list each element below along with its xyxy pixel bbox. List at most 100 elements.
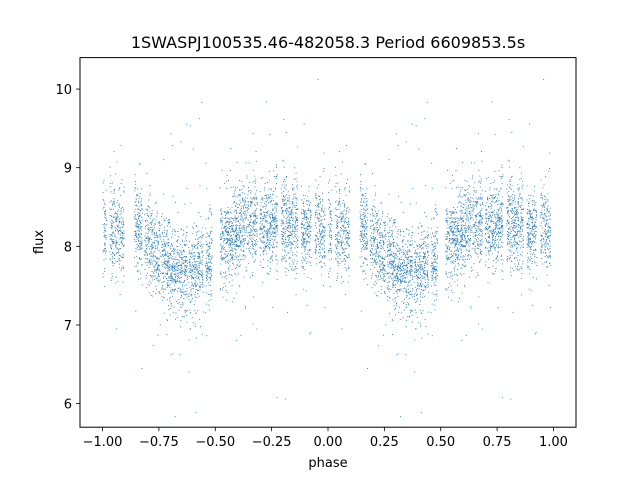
data-point [270,188,272,190]
data-point [549,152,551,154]
data-point [119,294,121,295]
data-point [479,235,481,236]
data-point [260,221,262,222]
data-point [402,241,403,243]
data-point [420,264,421,266]
data-point [211,262,213,264]
data-point [120,208,122,209]
data-point [194,283,196,285]
data-point [450,275,452,277]
data-point [200,270,201,272]
data-point [120,230,122,231]
data-point [344,187,346,189]
data-point [437,255,438,257]
data-point [532,276,534,278]
data-point [118,222,120,224]
data-point [390,275,392,277]
data-point [533,229,534,230]
data-point [465,246,466,247]
data-point [519,230,521,232]
data-point [425,326,427,328]
data-point [206,261,207,263]
data-point [307,229,309,230]
data-point [493,230,495,232]
data-point [241,226,243,228]
data-point [197,277,199,279]
data-point [239,238,241,240]
data-point [464,238,466,240]
data-point [254,235,255,236]
data-point [521,178,522,179]
data-point [380,264,382,266]
data-point [310,234,311,236]
data-point [190,301,192,303]
data-point [377,241,379,243]
data-point [534,226,536,227]
data-point [305,222,307,224]
data-point [134,213,136,215]
data-point [495,193,497,195]
data-point [112,261,114,263]
data-point [348,237,350,239]
data-point [283,191,284,192]
data-point [486,218,488,220]
data-point [514,198,515,200]
data-point [308,241,310,243]
data-point [460,217,461,219]
data-point [147,236,149,237]
data-point [194,245,196,247]
data-point [189,259,190,261]
data-point [162,233,164,234]
data-point [233,201,235,203]
data-point [115,243,117,245]
data-point [123,186,125,188]
data-point [112,202,114,204]
data-point [490,244,492,246]
data-point [491,230,493,232]
data-point [315,214,316,216]
data-point [475,245,476,247]
data-point [185,311,187,312]
data-point [451,278,453,280]
data-point [473,248,475,250]
data-point [478,215,480,217]
data-point [255,231,257,232]
data-point [342,202,343,204]
data-point [434,266,436,268]
data-point [527,209,528,210]
data-point [472,226,474,227]
data-point [481,216,482,218]
data-point [250,190,252,192]
data-point [267,182,269,183]
data-point [112,235,114,237]
data-point [233,218,234,220]
data-point [171,265,173,267]
data-point [397,278,399,280]
data-point [430,312,432,314]
data-point [372,173,373,174]
data-point [535,216,537,218]
data-point [301,243,303,245]
data-point [425,284,427,286]
data-point [178,269,180,271]
data-point [410,293,411,295]
data-point [256,235,258,237]
data-point [199,184,201,186]
data-point [233,264,235,266]
data-point [473,263,475,265]
data-point [148,284,150,286]
data-point [116,217,118,219]
data-point [472,208,474,210]
data-point [464,212,466,214]
data-point [469,258,470,260]
data-point [153,255,154,256]
data-point [412,277,414,279]
data-point [113,233,115,235]
data-point [393,270,395,271]
data-point [284,232,286,234]
data-point [275,227,277,229]
data-point [364,213,366,214]
data-point [134,215,136,217]
data-point [489,226,490,227]
data-point [194,277,196,279]
